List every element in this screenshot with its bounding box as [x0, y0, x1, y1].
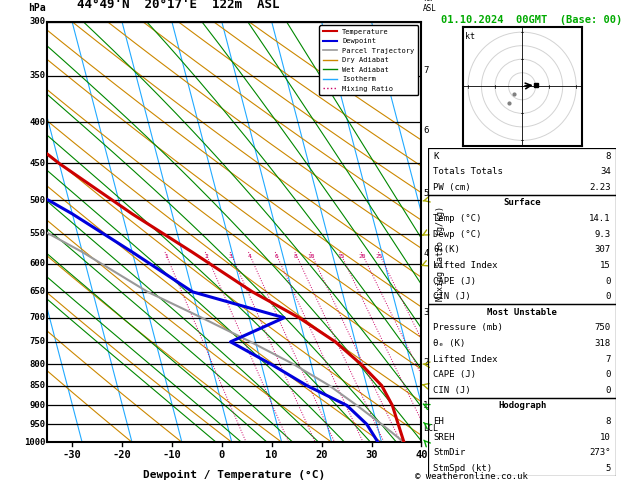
Text: SREH: SREH: [433, 433, 455, 442]
Text: 650: 650: [29, 287, 45, 296]
Bar: [428, 148, 616, 195]
Text: 9.3: 9.3: [594, 230, 611, 239]
Text: 2.23: 2.23: [589, 183, 611, 192]
Text: 1: 1: [423, 401, 429, 410]
Text: 6: 6: [274, 254, 278, 259]
Text: 3: 3: [423, 308, 429, 317]
Text: 8: 8: [605, 152, 611, 160]
Text: 550: 550: [29, 229, 45, 238]
Text: EH: EH: [433, 417, 444, 426]
Text: 600: 600: [29, 260, 45, 268]
Text: 25: 25: [376, 254, 383, 259]
Bar: [428, 195, 616, 304]
Text: 8: 8: [294, 254, 298, 259]
Text: 300: 300: [29, 17, 45, 26]
Text: Hodograph: Hodograph: [498, 401, 546, 411]
Text: 0: 0: [605, 292, 611, 301]
Text: 10: 10: [265, 450, 278, 460]
Text: 0: 0: [605, 370, 611, 379]
Text: Mixing Ratio (g/kg): Mixing Ratio (g/kg): [437, 206, 445, 300]
Text: 273°: 273°: [589, 449, 611, 457]
Text: 10: 10: [600, 433, 611, 442]
Text: 850: 850: [29, 381, 45, 390]
Text: CAPE (J): CAPE (J): [433, 370, 476, 379]
Text: -30: -30: [63, 450, 82, 460]
Text: 1000: 1000: [24, 438, 45, 447]
Text: 0: 0: [605, 386, 611, 395]
Text: 700: 700: [29, 313, 45, 322]
Bar: [428, 304, 616, 398]
Text: StmSpd (kt): StmSpd (kt): [433, 464, 493, 473]
Text: -20: -20: [113, 450, 131, 460]
Text: -10: -10: [162, 450, 181, 460]
Text: CAPE (J): CAPE (J): [433, 277, 476, 285]
Text: θₑ(K): θₑ(K): [433, 245, 460, 254]
Text: 20: 20: [359, 254, 366, 259]
Text: Dewp (°C): Dewp (°C): [433, 230, 482, 239]
Legend: Temperature, Dewpoint, Parcel Trajectory, Dry Adiabat, Wet Adiabat, Isotherm, Mi: Temperature, Dewpoint, Parcel Trajectory…: [320, 25, 418, 95]
Text: 400: 400: [29, 118, 45, 127]
Text: 34: 34: [600, 167, 611, 176]
Text: 0: 0: [219, 450, 225, 460]
Text: 30: 30: [365, 450, 378, 460]
Text: 40: 40: [415, 450, 428, 460]
Text: PW (cm): PW (cm): [433, 183, 471, 192]
Text: LCL: LCL: [423, 424, 438, 433]
Text: CIN (J): CIN (J): [433, 292, 471, 301]
Text: km
ASL: km ASL: [423, 0, 437, 14]
Text: 4: 4: [247, 254, 251, 259]
Text: 10: 10: [308, 254, 315, 259]
Text: θₑ (K): θₑ (K): [433, 339, 465, 348]
Text: Lifted Index: Lifted Index: [433, 261, 498, 270]
Text: hPa: hPa: [28, 3, 45, 14]
Text: 14.1: 14.1: [589, 214, 611, 223]
Text: Most Unstable: Most Unstable: [487, 308, 557, 317]
Text: 0: 0: [605, 277, 611, 285]
Text: 307: 307: [594, 245, 611, 254]
Bar: [428, 398, 616, 476]
Text: © weatheronline.co.uk: © weatheronline.co.uk: [415, 472, 528, 481]
Text: 318: 318: [594, 339, 611, 348]
Text: 6: 6: [423, 126, 429, 136]
Text: 450: 450: [29, 159, 45, 168]
Text: K: K: [433, 152, 439, 160]
Text: 4: 4: [423, 249, 429, 259]
Text: CIN (J): CIN (J): [433, 386, 471, 395]
Text: 44°49'N  20°17'E  122m  ASL: 44°49'N 20°17'E 122m ASL: [77, 0, 279, 11]
Text: Totals Totals: Totals Totals: [433, 167, 503, 176]
Text: 5: 5: [605, 464, 611, 473]
Text: 750: 750: [29, 337, 45, 347]
Text: 3: 3: [229, 254, 233, 259]
Text: Temp (°C): Temp (°C): [433, 214, 482, 223]
Text: 1: 1: [164, 254, 167, 259]
Text: kt: kt: [465, 32, 476, 41]
Text: 8: 8: [605, 417, 611, 426]
Text: 5: 5: [423, 189, 429, 198]
Text: 750: 750: [594, 323, 611, 332]
Text: 7: 7: [423, 66, 429, 75]
Text: 950: 950: [29, 420, 45, 429]
Text: Dewpoint / Temperature (°C): Dewpoint / Temperature (°C): [143, 469, 325, 480]
Text: 20: 20: [315, 450, 328, 460]
Text: 800: 800: [29, 360, 45, 369]
Text: Surface: Surface: [503, 198, 541, 208]
Text: Lifted Index: Lifted Index: [433, 355, 498, 364]
Text: 01.10.2024  00GMT  (Base: 00): 01.10.2024 00GMT (Base: 00): [441, 15, 622, 25]
Text: 15: 15: [337, 254, 345, 259]
Text: Pressure (mb): Pressure (mb): [433, 323, 503, 332]
Text: 7: 7: [605, 355, 611, 364]
Text: 15: 15: [600, 261, 611, 270]
Text: 900: 900: [29, 401, 45, 410]
Text: 2: 2: [204, 254, 208, 259]
Text: 500: 500: [29, 196, 45, 205]
Text: 350: 350: [29, 71, 45, 80]
Text: StmDir: StmDir: [433, 449, 465, 457]
Text: 2: 2: [423, 358, 429, 366]
